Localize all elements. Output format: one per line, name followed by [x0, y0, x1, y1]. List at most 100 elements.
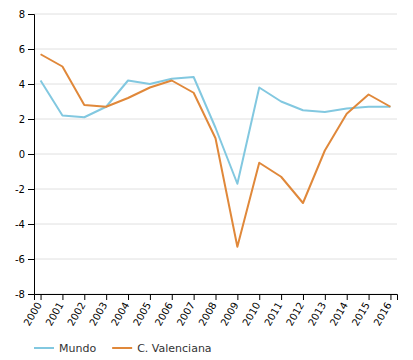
x-tick-mark — [216, 294, 217, 300]
y-tick-mark — [28, 119, 34, 120]
y-tick: 4 — [19, 79, 34, 90]
x-tick: 2004 — [109, 294, 131, 328]
legend-label: C. Valenciana — [137, 342, 211, 355]
x-tick-label: 2015 — [350, 300, 372, 328]
legend: Mundo C. Valenciana — [34, 342, 212, 355]
y-tick: -8 — [15, 289, 34, 300]
legend-item: C. Valenciana — [112, 342, 211, 355]
x-tick-mark — [172, 294, 173, 300]
legend-label: Mundo — [59, 342, 96, 355]
plot-area — [41, 54, 391, 247]
chart-svg: 2000200120022003200420052006200720082009… — [0, 0, 413, 360]
x-tick-label: 2016 — [371, 300, 393, 328]
x-tick: 2012 — [284, 294, 306, 328]
grid-line — [34, 49, 397, 50]
grid-line — [34, 259, 397, 260]
y-tick-mark — [28, 259, 34, 260]
x-axis: 2000200120022003200420052006200720082009… — [22, 294, 398, 328]
x-tick: 2006 — [153, 294, 175, 328]
x-tick: 2013 — [306, 294, 328, 328]
y-tick-label: -8 — [15, 289, 25, 300]
x-tick-mark — [325, 294, 326, 300]
x-tick: 2008 — [197, 294, 219, 328]
y-tick-mark — [28, 154, 34, 155]
x-tick-label: 2012 — [284, 300, 306, 328]
x-tick-label: 2000 — [22, 300, 44, 328]
y-tick-label: 2 — [19, 114, 25, 125]
x-tick-mark — [237, 294, 238, 300]
x-tick: 2009 — [218, 294, 240, 328]
x-tick: 2014 — [328, 294, 350, 328]
x-tick: 2007 — [175, 294, 197, 328]
x-tick-label: 2004 — [109, 300, 131, 328]
y-tick-mark — [28, 49, 34, 50]
y-tick: -2 — [15, 184, 34, 195]
x-tick-mark — [128, 294, 129, 300]
grid-line — [34, 224, 397, 225]
y-axis: -8 -6 -4 -2 0 2 4 6 8 — [15, 9, 34, 300]
x-tick-mark — [281, 294, 282, 300]
y-tick-label: 4 — [19, 79, 25, 90]
x-tick-mark — [259, 294, 260, 300]
x-tick-label: 2013 — [306, 300, 328, 328]
x-tick-mark — [347, 294, 348, 300]
x-tick: 2002 — [65, 294, 87, 328]
x-tick-mark — [369, 294, 370, 300]
y-axis-line — [28, 15, 35, 295]
x-tick-label: 2014 — [328, 300, 350, 328]
grid-line — [34, 84, 397, 85]
y-tick-label: 8 — [19, 9, 25, 20]
x-tick-label: 2002 — [65, 300, 87, 328]
y-tick-mark — [28, 294, 34, 295]
grid-line — [34, 154, 397, 155]
y-tick: 6 — [19, 44, 34, 55]
x-tick-label: 2001 — [43, 300, 65, 328]
x-tick: 2015 — [350, 294, 372, 328]
x-tick-mark — [62, 294, 63, 300]
x-tick-mark — [194, 294, 195, 300]
y-tick-label: -2 — [15, 184, 25, 195]
y-tick: -4 — [15, 219, 34, 230]
x-tick-label: 2008 — [197, 300, 219, 328]
x-tick: 2003 — [87, 294, 109, 328]
x-tick-label: 2007 — [175, 300, 197, 328]
y-tick-mark — [28, 224, 34, 225]
legend-item: Mundo — [34, 342, 96, 355]
series-line — [41, 54, 391, 247]
x-tick-mark — [390, 294, 391, 300]
x-tick-label: 2010 — [240, 300, 262, 328]
x-tick-label: 2006 — [153, 300, 175, 328]
y-tick-mark — [28, 189, 34, 190]
x-tick-label: 2005 — [131, 300, 153, 328]
x-tick-label: 2003 — [87, 300, 109, 328]
y-tick: -6 — [15, 254, 34, 265]
x-tick: 2016 — [371, 294, 393, 328]
x-tick: 2001 — [43, 294, 65, 328]
x-tick: 2010 — [240, 294, 262, 328]
x-axis-line — [35, 295, 398, 301]
grid — [34, 14, 397, 294]
x-tick-label: 2009 — [218, 300, 240, 328]
legend-swatch — [34, 347, 54, 349]
grid-line — [34, 189, 397, 190]
x-tick-label: 2011 — [262, 300, 284, 328]
x-tick-mark — [106, 294, 107, 300]
y-tick-label: -6 — [15, 254, 25, 265]
y-tick-mark — [28, 84, 34, 85]
grid-line — [34, 14, 397, 15]
x-tick: 2011 — [262, 294, 284, 328]
y-tick-label: 0 — [19, 149, 25, 160]
x-tick-mark — [303, 294, 304, 300]
y-tick: 8 — [19, 9, 34, 20]
y-tick: 0 — [19, 149, 34, 160]
x-tick-mark — [84, 294, 85, 300]
y-tick-mark — [28, 14, 34, 15]
y-tick-label: 6 — [19, 44, 25, 55]
y-tick: 2 — [19, 114, 34, 125]
chart-container: 2000200120022003200420052006200720082009… — [0, 0, 413, 360]
x-tick-mark — [41, 294, 42, 300]
y-tick-label: -4 — [15, 219, 25, 230]
x-tick-mark — [150, 294, 151, 300]
x-tick: 2005 — [131, 294, 153, 328]
legend-swatch — [112, 347, 132, 349]
